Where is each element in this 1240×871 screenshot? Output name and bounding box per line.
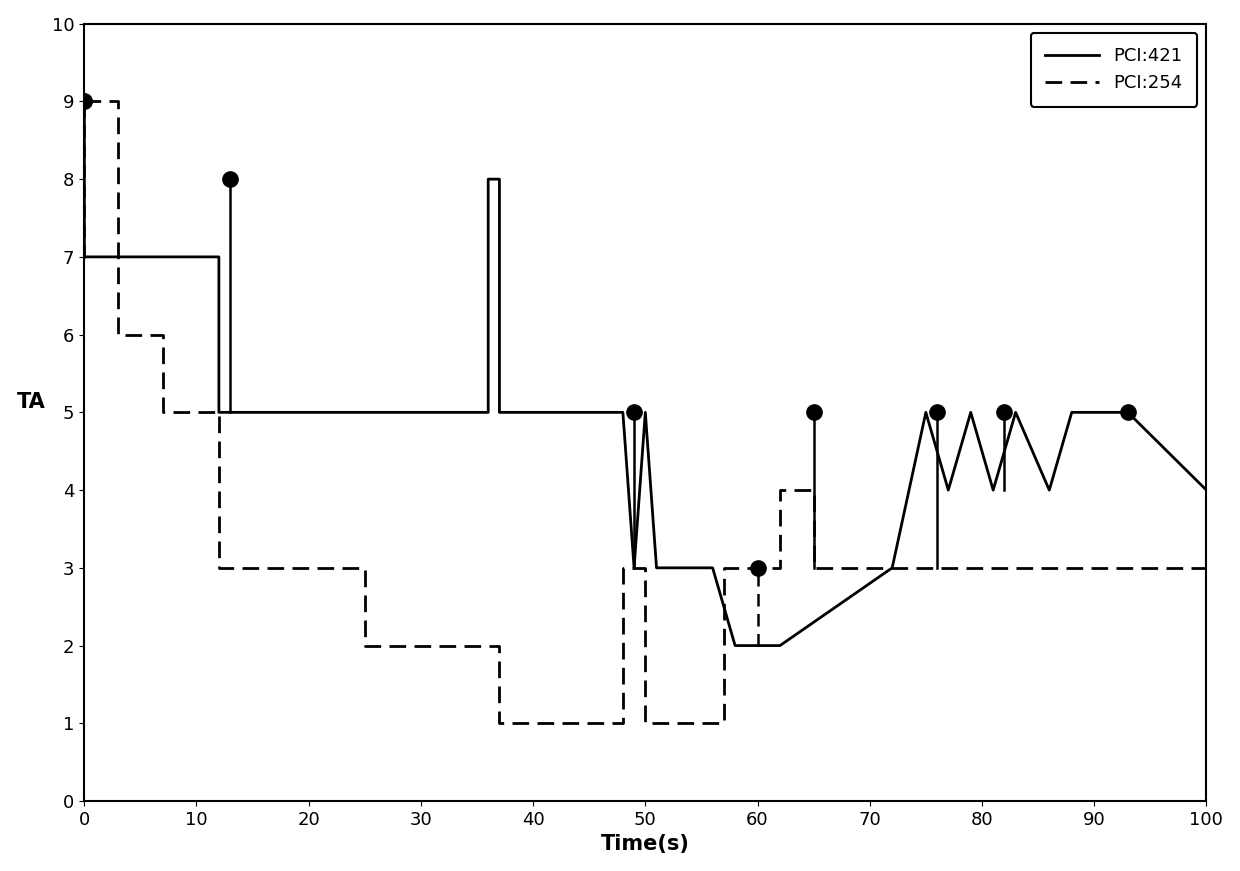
PCI:421 [637,407,652,417]
PCI:254 [637,718,652,728]
PCI:421 [649,563,663,573]
PCI:254 [717,563,732,573]
PCI:254 [492,718,507,728]
PCI:421 [526,407,541,417]
PCI:421 [223,407,238,417]
PCI:421 [986,485,1001,496]
PCI:254 [110,329,125,340]
PCI:254 [637,563,652,573]
PCI:254 [1199,563,1214,573]
PCI:421 [324,407,339,417]
PCI:421 [885,563,900,573]
PCI:421 [941,485,956,496]
PCI:421 [492,174,507,185]
PCI:254 [77,96,92,106]
PCI:254 [806,485,821,496]
PCI:421 [77,252,92,262]
PCI:421 [919,407,934,417]
PCI:254 [615,718,630,728]
PCI:421 [324,407,339,417]
PCI:421 [706,563,720,573]
PCI:254 [615,563,630,573]
PCI:254 [357,640,372,651]
Line: PCI:421: PCI:421 [84,179,1207,645]
PCI:421 [1121,407,1136,417]
PCI:254 [357,563,372,573]
PCI:421 [728,640,743,651]
PCI:421 [223,407,238,417]
PCI:421 [941,485,956,496]
Y-axis label: TA: TA [16,392,46,412]
PCI:421 [885,563,900,573]
PCI:421 [492,407,507,417]
PCI:421 [526,407,541,417]
PCI:421 [1121,407,1136,417]
PCI:421 [637,407,652,417]
PCI:421 [626,563,641,573]
PCI:421 [1064,407,1079,417]
PCI:421 [728,640,743,651]
PCI:421 [212,407,227,417]
PCI:421 [649,563,663,573]
Line: PCI:254: PCI:254 [84,101,1207,723]
PCI:421 [773,640,787,651]
PCI:421 [1008,407,1023,417]
PCI:421 [1042,485,1056,496]
PCI:254 [110,96,125,106]
PCI:421 [919,407,934,417]
PCI:254 [806,563,821,573]
PCI:421 [1064,407,1079,417]
PCI:421 [1008,407,1023,417]
PCI:421 [481,407,496,417]
PCI:421 [773,640,787,651]
PCI:421 [1199,485,1214,496]
PCI:421 [626,563,641,573]
PCI:421 [615,407,630,417]
PCI:421 [1042,485,1056,496]
PCI:254 [155,407,170,417]
PCI:421 [986,485,1001,496]
PCI:421 [212,252,227,262]
PCI:421 [963,407,978,417]
X-axis label: Time(s): Time(s) [601,834,689,854]
PCI:254 [155,329,170,340]
PCI:254 [212,563,227,573]
PCI:254 [773,563,787,573]
PCI:421 [706,563,720,573]
PCI:254 [212,407,227,417]
PCI:254 [773,485,787,496]
PCI:421 [615,407,630,417]
PCI:254 [492,640,507,651]
Legend: PCI:421, PCI:254: PCI:421, PCI:254 [1030,33,1198,106]
PCI:421 [481,174,496,185]
PCI:421 [963,407,978,417]
PCI:254 [717,718,732,728]
